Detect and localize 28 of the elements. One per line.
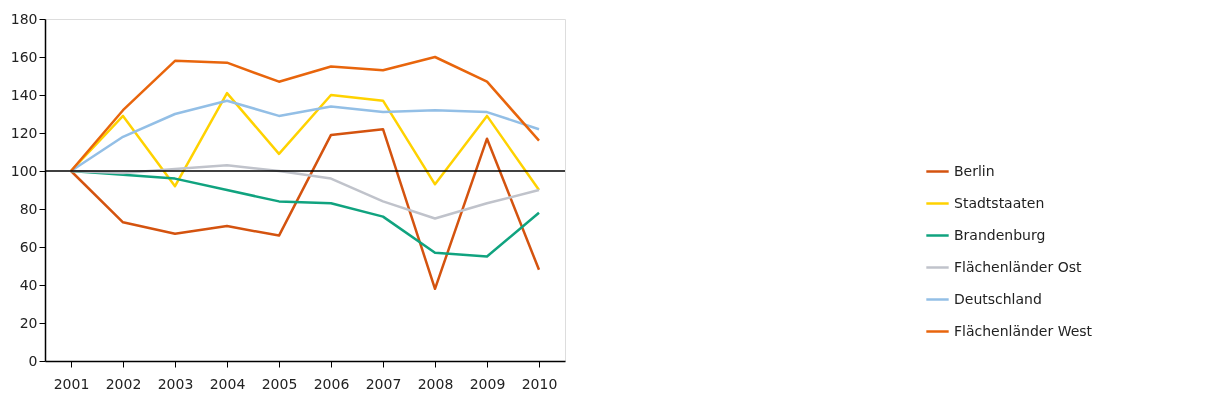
y-tick-label: 180	[10, 10, 38, 27]
legend-label: Deutschland	[954, 290, 1042, 307]
x-tick-label: 2004	[209, 375, 246, 392]
x-tick-label: 2005	[261, 375, 298, 392]
y-tick-label: 140	[10, 86, 38, 103]
line-series	[69, 127, 541, 291]
legend-label: Flächenländer West	[954, 322, 1093, 339]
y-tick-label: 160	[10, 48, 38, 65]
y-tick-label: 60	[19, 238, 38, 255]
y-tick-label: 0	[28, 352, 38, 369]
legend-label: Stadtstaaten	[954, 194, 1045, 211]
x-tick-label: 2002	[105, 375, 142, 392]
x-tick-label: 2006	[313, 375, 350, 392]
y-tick-label: 80	[19, 200, 38, 217]
x-tick-label: 2009	[469, 375, 506, 392]
legend-label: Brandenburg	[954, 226, 1046, 243]
legend-label: Berlin	[954, 162, 995, 179]
x-tick-label: 2001	[53, 375, 90, 392]
legend-label: Flächenländer Ost	[954, 258, 1082, 275]
x-tick-label: 2010	[521, 375, 558, 392]
y-tick-label: 40	[19, 276, 38, 293]
y-tick-label: 20	[19, 314, 38, 331]
line-series	[69, 55, 541, 173]
y-tick-label: 100	[10, 162, 38, 179]
x-tick-label: 2008	[417, 375, 454, 392]
y-tick-label: 120	[10, 124, 38, 141]
x-tick-label: 2007	[365, 375, 402, 392]
x-tick-label: 2003	[157, 375, 194, 392]
